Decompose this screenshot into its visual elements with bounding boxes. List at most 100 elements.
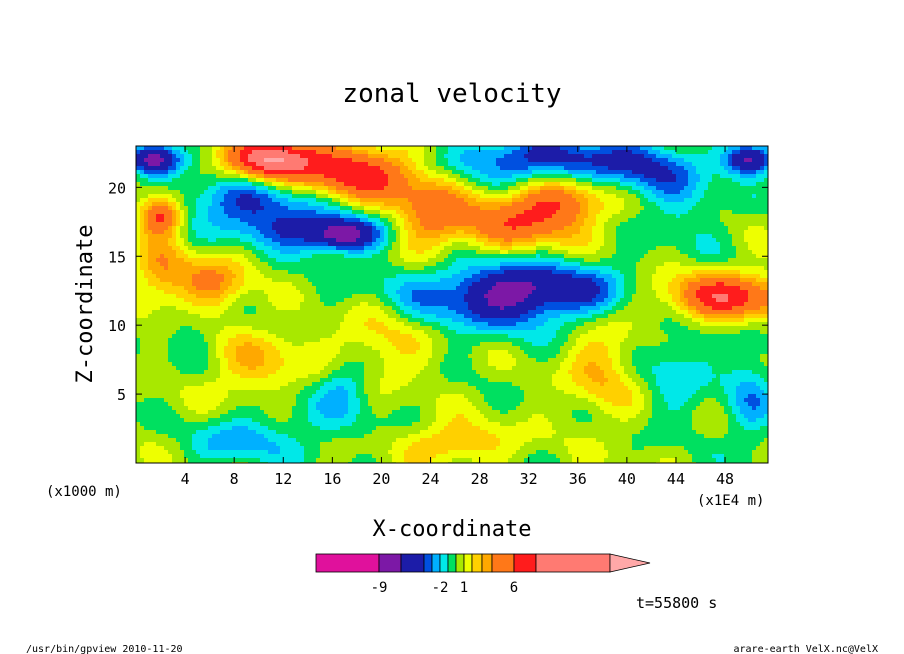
- heatmap-cell: [648, 174, 653, 179]
- heatmap-cell: [460, 262, 465, 267]
- heatmap-cell: [552, 226, 557, 231]
- heatmap-cell: [588, 266, 593, 271]
- heatmap-cell: [300, 162, 305, 167]
- heatmap-cell: [368, 222, 373, 227]
- heatmap-cell: [740, 210, 745, 215]
- heatmap-cell: [184, 238, 189, 243]
- heatmap-cell: [352, 234, 357, 239]
- heatmap-cell: [172, 170, 177, 175]
- heatmap-cell: [552, 234, 557, 239]
- heatmap-cell: [320, 206, 325, 211]
- heatmap-cell: [352, 262, 357, 267]
- heatmap-cell: [408, 210, 413, 215]
- heatmap-cell: [392, 158, 397, 163]
- heatmap-cell: [380, 182, 385, 187]
- heatmap-cell: [500, 186, 505, 191]
- heatmap-cell: [708, 266, 713, 271]
- heatmap-cell: [312, 154, 317, 159]
- heatmap-cell: [692, 154, 697, 159]
- heatmap-cell: [444, 230, 449, 235]
- heatmap-cell: [408, 250, 413, 255]
- heatmap-cell: [520, 230, 525, 235]
- heatmap-cell: [720, 206, 725, 211]
- heatmap-cell: [328, 158, 333, 163]
- heatmap-cell: [576, 174, 581, 179]
- heatmap-cell: [384, 250, 389, 255]
- heatmap-cell: [136, 186, 141, 191]
- heatmap-cell: [284, 218, 289, 223]
- heatmap-cell: [636, 234, 641, 239]
- heatmap-cell: [200, 162, 205, 167]
- heatmap-cell: [476, 214, 481, 219]
- heatmap-cell: [448, 254, 453, 259]
- heatmap-cell: [684, 206, 689, 211]
- heatmap-cell: [420, 226, 425, 231]
- heatmap-cell: [440, 186, 445, 191]
- heatmap-cell: [604, 258, 609, 263]
- heatmap-cell: [308, 262, 313, 267]
- heatmap-cell: [332, 238, 337, 243]
- heatmap-cell: [572, 162, 577, 167]
- heatmap-cell: [544, 154, 549, 159]
- heatmap-cell: [244, 186, 249, 191]
- heatmap-cell: [612, 254, 617, 259]
- heatmap-cell: [756, 214, 761, 219]
- heatmap-cell: [472, 270, 477, 275]
- heatmap-cell: [308, 218, 313, 223]
- heatmap-cell: [528, 166, 533, 171]
- heatmap-cell: [220, 154, 225, 159]
- heatmap-cell: [700, 266, 705, 271]
- heatmap-cell: [236, 234, 241, 239]
- heatmap-cell: [464, 190, 469, 195]
- heatmap-cell: [672, 222, 677, 227]
- heatmap-cell: [644, 186, 649, 191]
- heatmap-cell: [708, 166, 713, 171]
- heatmap-cell: [272, 190, 277, 195]
- heatmap-cell: [536, 246, 541, 251]
- heatmap-cell: [184, 150, 189, 155]
- heatmap-cell: [348, 178, 353, 183]
- heatmap-cell: [368, 154, 373, 159]
- heatmap-cell: [408, 166, 413, 171]
- heatmap-cell: [540, 218, 545, 223]
- heatmap-cell: [632, 146, 637, 151]
- heatmap-cell: [444, 238, 449, 243]
- heatmap-cell: [708, 174, 713, 179]
- heatmap-cell: [576, 178, 581, 183]
- heatmap-cell: [600, 242, 605, 247]
- heatmap-cell: [560, 178, 565, 183]
- heatmap-cell: [676, 146, 681, 151]
- heatmap-cell: [144, 206, 149, 211]
- heatmap-cell: [704, 206, 709, 211]
- heatmap-cell: [204, 262, 209, 267]
- heatmap-cell: [392, 270, 397, 275]
- heatmap-cell: [240, 150, 245, 155]
- heatmap-cell: [464, 194, 469, 199]
- heatmap-cell: [288, 262, 293, 267]
- heatmap-cell: [460, 230, 465, 235]
- heatmap-cell: [696, 190, 701, 195]
- heatmap-cell: [204, 178, 209, 183]
- heatmap-cell: [532, 194, 537, 199]
- heatmap-cell: [136, 170, 141, 175]
- heatmap-cell: [436, 250, 441, 255]
- heatmap-cell: [420, 218, 425, 223]
- heatmap-cell: [584, 146, 589, 151]
- heatmap-cell: [212, 150, 217, 155]
- heatmap-cell: [272, 174, 277, 179]
- heatmap-cell: [432, 262, 437, 267]
- heatmap-cell: [660, 222, 665, 227]
- heatmap-cell: [636, 198, 641, 203]
- heatmap-cell: [764, 222, 768, 227]
- heatmap-cell: [480, 182, 485, 187]
- heatmap-cell: [268, 178, 273, 183]
- heatmap-cell: [472, 174, 477, 179]
- heatmap-cell: [644, 218, 649, 223]
- heatmap-cell: [220, 166, 225, 171]
- heatmap-cell: [760, 194, 765, 199]
- heatmap-cell: [180, 254, 185, 259]
- heatmap-cell: [412, 210, 417, 215]
- heatmap-cell: [292, 246, 297, 251]
- heatmap-cell: [292, 182, 297, 187]
- heatmap-cell: [164, 154, 169, 159]
